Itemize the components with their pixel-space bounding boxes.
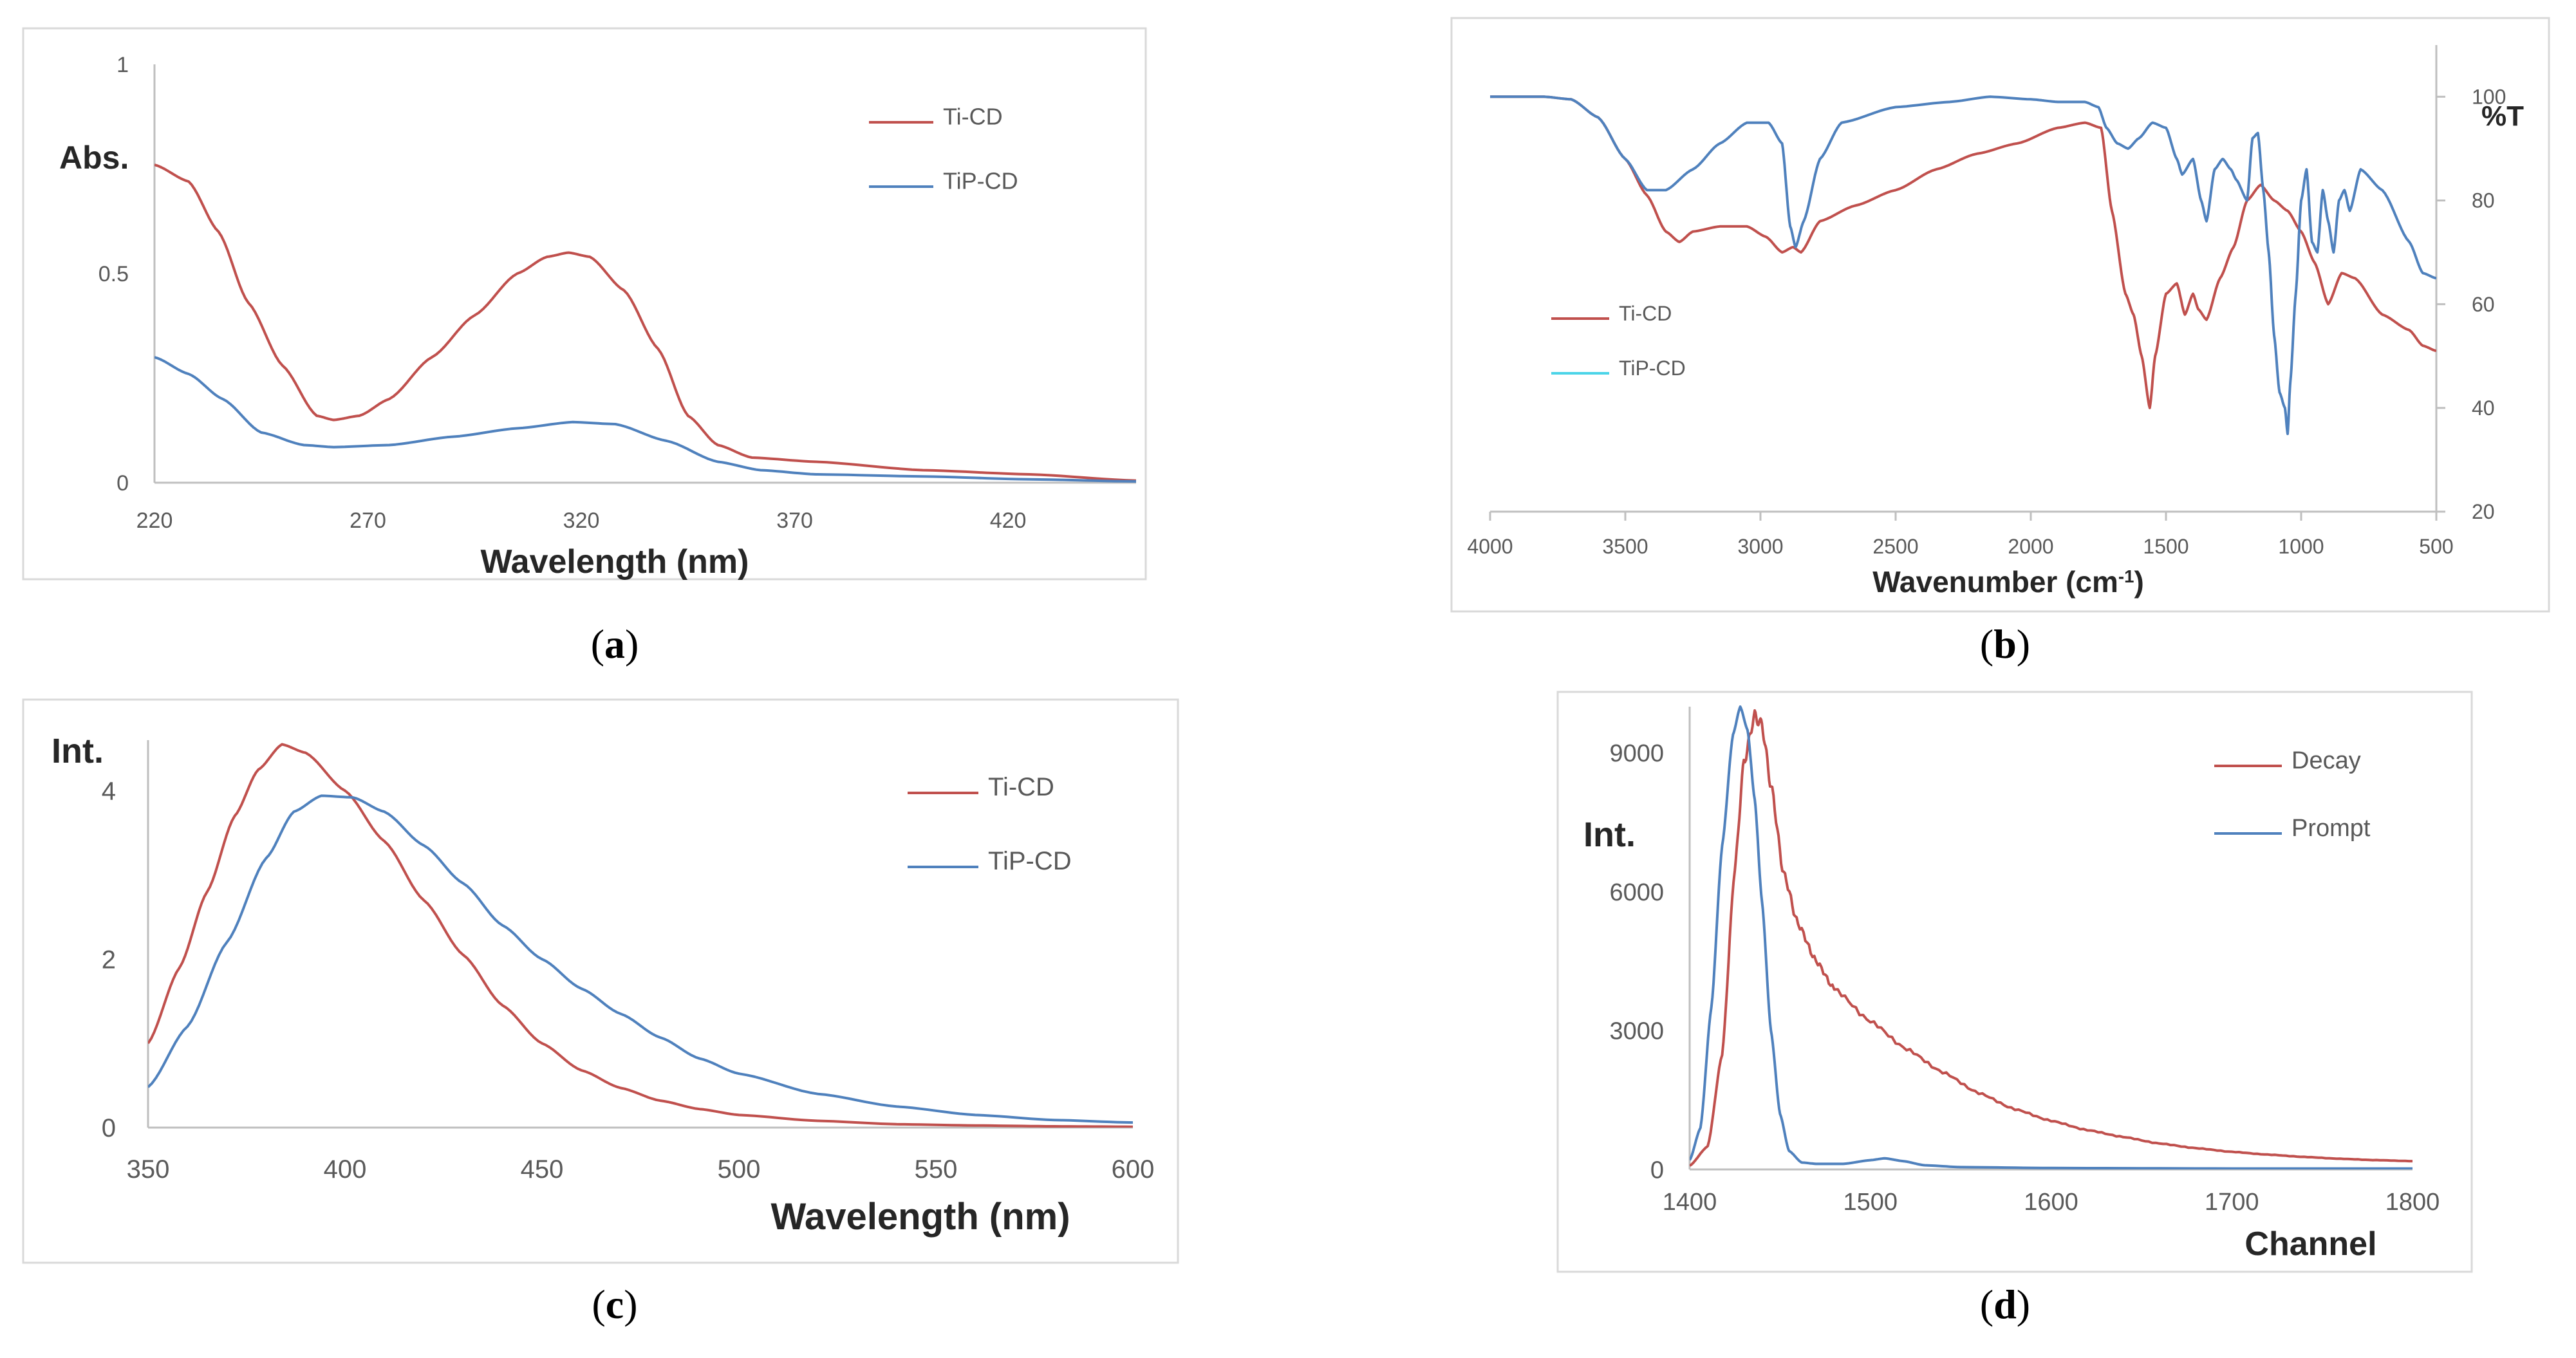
panel-caption: (c) xyxy=(592,1281,637,1327)
legend-label: TiP-CD xyxy=(1619,357,1686,380)
x-tick-label: 550 xyxy=(915,1155,958,1184)
x-tick-label: 3500 xyxy=(1602,535,1648,558)
chart-frame xyxy=(22,698,1179,1264)
caption-close: ) xyxy=(624,1281,637,1327)
legend-label: Decay xyxy=(2291,747,2361,774)
x-tick-label: 1600 xyxy=(2024,1189,2078,1216)
y-tick-label: 4 xyxy=(102,777,116,806)
x-tick-label: 500 xyxy=(2419,535,2453,558)
x-tick-label: 2000 xyxy=(2008,535,2053,558)
x-tick-label: 2500 xyxy=(1872,535,1918,558)
caption-open: ( xyxy=(591,621,604,667)
x-tick-label: 320 xyxy=(563,508,600,533)
x-tick-label: 4000 xyxy=(1467,535,1513,558)
y-tick-label: 80 xyxy=(2472,189,2495,212)
y-tick-label: 0 xyxy=(1650,1157,1664,1184)
caption-letter: d xyxy=(1993,1281,2017,1327)
chart-panel-d: 1400 1500 1600 1700 1800 0 3000 6000 9000 Channel… xyxy=(1556,691,2473,1273)
y-tick-label: 6000 xyxy=(1609,879,1664,906)
y-tick-label: 3000 xyxy=(1609,1018,1664,1045)
y-axis-title: %T xyxy=(2481,100,2524,132)
x-axis-title: Channel xyxy=(2245,1225,2376,1263)
series-line-tip-cd xyxy=(148,794,1133,1124)
x-tick-label: 1500 xyxy=(1843,1189,1898,1216)
panel-caption: (d) xyxy=(1980,1281,2030,1327)
caption-letter: c xyxy=(606,1281,624,1327)
legend-label: Ti-CD xyxy=(1619,302,1672,325)
series-line-ti-cd xyxy=(148,743,1133,1128)
y-tick-label: 2 xyxy=(102,945,116,974)
x-tick-label: 350 xyxy=(127,1155,170,1184)
y-tick-label: 20 xyxy=(2472,500,2495,523)
chart-frame xyxy=(22,27,1147,581)
caption-open: ( xyxy=(592,1281,605,1327)
y-tick-label: 40 xyxy=(2472,396,2495,420)
x-tick-label: 1400 xyxy=(1663,1189,1717,1216)
series-line-prompt xyxy=(1690,705,2413,1169)
x-tick-label: 450 xyxy=(521,1155,564,1184)
y-tick-label: 1 xyxy=(117,53,129,77)
y-tick-label: 60 xyxy=(2472,293,2495,316)
x-axis-title: Wavenumber (cm-1) xyxy=(1872,565,2144,599)
y-axis-title: Abs. xyxy=(59,140,129,176)
caption-open: ( xyxy=(1980,621,1993,667)
caption-close: ) xyxy=(2017,621,2030,667)
caption-close: ) xyxy=(625,621,639,667)
y-tick-label: 0 xyxy=(117,471,129,496)
x-tick-label: 500 xyxy=(718,1155,761,1184)
y-axis-title: Int. xyxy=(1583,815,1636,854)
y-tick-label: 0.5 xyxy=(98,262,129,286)
x-tick-label: 400 xyxy=(324,1155,367,1184)
series-line-ti-cd xyxy=(154,163,1136,482)
caption-open: ( xyxy=(1980,1281,1993,1327)
caption-close: ) xyxy=(2017,1281,2030,1327)
panel-caption: (b) xyxy=(1980,621,2030,667)
x-tick-label: 270 xyxy=(350,508,386,533)
chart-panel-c: 350 400 450 500 550 600 0 2 4 Wavelength (nm) Int.… xyxy=(22,698,1179,1264)
x-tick-label: 600 xyxy=(1112,1155,1155,1184)
x-tick-label: 1500 xyxy=(2143,535,2189,558)
series-line-ti-cd xyxy=(1490,95,2436,409)
y-axis-title: Int. xyxy=(51,732,104,770)
x-tick-label: 1700 xyxy=(2205,1189,2259,1216)
x-tick-label: 220 xyxy=(136,508,173,533)
chart-panel-a: 220 270 320 370 420 0 0.5 1 Wavelength (nm) Abs. T… xyxy=(22,27,1147,581)
series-line-tip-cd xyxy=(154,356,1136,483)
legend-label: Ti-CD xyxy=(943,104,1003,130)
panel-caption: (a) xyxy=(591,621,639,667)
x-axis-title: Wavelength (nm) xyxy=(481,543,749,581)
legend-label: Ti-CD xyxy=(988,773,1054,801)
legend-label: TiP-CD xyxy=(943,168,1018,194)
x-axis-title-close: ) xyxy=(2134,565,2143,599)
chart-panel-b: 4000 3500 3000 2500 2000 1500 1000 500 20 40 60 80 1… xyxy=(1450,17,2550,613)
legend-label: TiP-CD xyxy=(988,847,1072,875)
y-tick-label: 100 xyxy=(2472,85,2506,108)
chart-frame xyxy=(1556,691,2473,1273)
x-tick-label: 3000 xyxy=(1737,535,1783,558)
y-tick-label: 9000 xyxy=(1609,740,1664,767)
legend-label: Prompt xyxy=(2291,815,2371,842)
series-line-tip-cd xyxy=(1490,95,2436,436)
x-axis-title-superscript: -1 xyxy=(2118,566,2134,586)
x-tick-label: 1800 xyxy=(2385,1189,2440,1216)
x-tick-label: 370 xyxy=(776,508,813,533)
x-axis-title: Wavelength (nm) xyxy=(770,1196,1070,1238)
y-tick-label: 0 xyxy=(102,1114,116,1142)
caption-letter: a xyxy=(604,621,625,667)
x-tick-label: 420 xyxy=(990,508,1027,533)
x-tick-label: 1000 xyxy=(2278,535,2324,558)
caption-letter: b xyxy=(1993,621,2017,667)
